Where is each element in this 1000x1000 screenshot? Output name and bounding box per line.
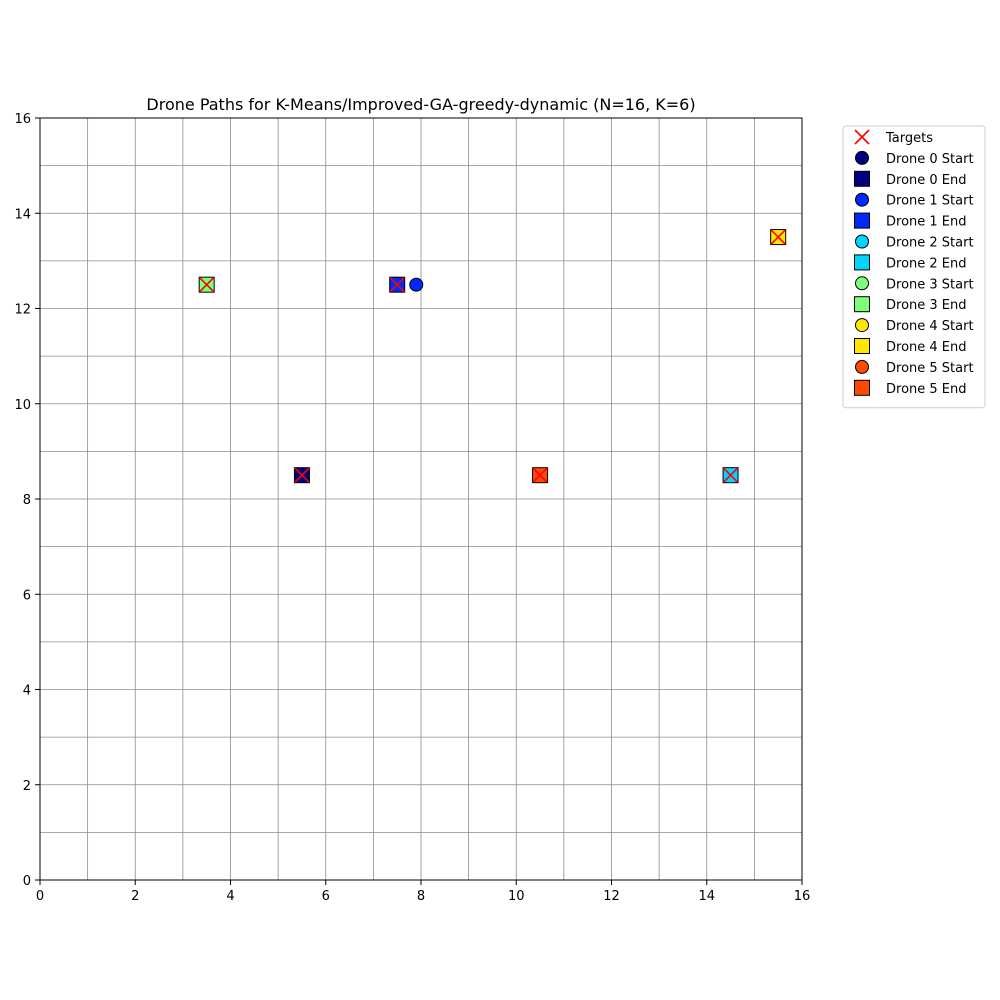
target-marker-stroke [854,129,870,145]
legend-label: Drone 3 End [886,298,967,313]
y-tick-label: 4 [23,684,31,699]
legend-label: Drone 2 End [886,256,967,271]
chart-title: Drone Paths for K-Means/Improved-GA-gree… [146,95,695,114]
x-tick-label: 2 [131,889,139,904]
target-marker [722,467,739,483]
x-tick-label: 0 [36,889,44,904]
legend-label: Drone 4 End [886,340,967,355]
y-tick-label: 12 [14,303,31,318]
drone-start-marker [409,277,424,292]
y-tick-label: 2 [23,779,31,794]
legend-start-marker [855,318,869,333]
target-marker-stroke [199,277,215,293]
y-tick-label: 16 [14,112,31,127]
legend-label: Drone 5 End [886,382,967,397]
legend-end-marker [854,212,870,229]
legend-label: Drone 1 End [886,215,967,230]
x-tick-label: 16 [794,889,811,904]
legend-start-marker [855,150,869,165]
legend-end-marker [854,379,870,396]
x-tick-label: 4 [226,889,234,904]
legend-end-marker [854,170,870,187]
target-marker-stroke [722,467,739,483]
legend-end-marker [854,296,870,313]
x-tick-label: 12 [603,889,620,904]
target-marker [294,467,310,483]
y-tick-label: 14 [14,207,31,222]
target-marker [199,277,215,293]
legend-label: Drone 3 Start [886,277,974,292]
legend-label: Drone 5 Start [886,361,974,376]
legend-label: Drone 1 Start [886,194,974,209]
legend: Targets Drone 0 Start Drone 0 End Drone 1 S… [842,125,986,409]
data-marks [198,229,787,484]
target-marker-stroke [389,277,405,293]
legend-label: Targets [885,131,933,146]
tick-labels: 0 2 4 6 8 10 12 14 16 0 2 4 6 8 10 12 14 16 [14,112,810,904]
target-marker-stroke [770,229,786,245]
grid [39,117,803,881]
y-tick-label: 8 [23,493,31,508]
axes [35,117,803,885]
legend-box [842,125,986,409]
legend-label: Drone 4 Start [886,319,974,334]
legend-label: Drone 0 Start [886,152,974,167]
legend-target-marker [854,129,870,145]
target-marker-stroke [294,467,310,483]
x-tick-label: 6 [322,889,330,904]
y-tick-label: 10 [14,398,31,413]
legend-start-marker [855,276,869,291]
legend-label: Drone 2 Start [886,236,974,251]
legend-end-marker [854,254,870,271]
legend-start-marker [855,359,869,374]
target-marker [770,229,786,245]
legend-start-marker [855,192,869,207]
legend-start-marker [855,234,869,249]
target-marker [389,277,405,293]
target-marker [532,467,548,483]
x-tick-label: 14 [698,889,715,904]
target-marker-stroke [532,467,548,483]
y-tick-label: 0 [23,874,31,889]
y-tick-label: 6 [23,588,31,603]
x-tick-label: 8 [417,889,425,904]
x-tick-label: 10 [508,889,525,904]
legend-label: Drone 0 End [886,173,967,188]
legend-end-marker [854,338,870,354]
